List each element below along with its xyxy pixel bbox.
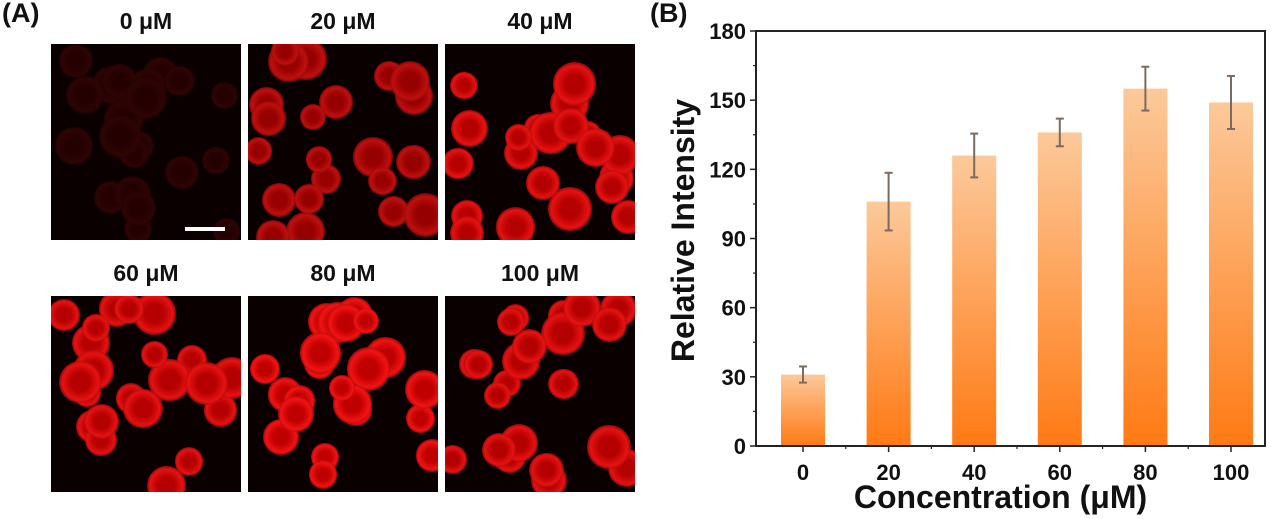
- x-tick-label: 80: [1133, 460, 1157, 485]
- cell: [389, 60, 431, 102]
- cell: [415, 439, 438, 472]
- cell: [481, 432, 516, 468]
- cell: [210, 81, 239, 109]
- cell: [165, 155, 199, 190]
- cell: [450, 71, 478, 100]
- microscopy-image: [248, 44, 438, 240]
- x-tick-label: 20: [876, 460, 900, 485]
- x-tick-label: 40: [962, 460, 986, 485]
- cell: [299, 103, 327, 131]
- y-tick-label: 0: [734, 434, 746, 459]
- cell: [58, 44, 93, 79]
- cell: [548, 187, 593, 232]
- cell: [113, 296, 144, 325]
- cell: [329, 374, 356, 401]
- cell: [495, 207, 536, 240]
- cell: [83, 404, 119, 439]
- x-tick-label: 100: [1213, 460, 1250, 485]
- cell: [353, 307, 380, 335]
- x-axis-label: Concentration (μM): [854, 479, 1147, 515]
- y-tick-label: 30: [722, 365, 746, 390]
- cell: [450, 216, 485, 240]
- cell: [451, 109, 489, 147]
- tile-label: 20 μM: [310, 8, 376, 34]
- bar-80: [1123, 88, 1168, 446]
- cell: [125, 77, 168, 120]
- cell: [123, 389, 163, 429]
- cell: [248, 137, 273, 165]
- bar-40: [952, 155, 997, 446]
- panel-a-label: (A): [2, 0, 40, 28]
- cell: [250, 101, 286, 137]
- cell: [464, 350, 493, 379]
- cell: [59, 360, 102, 403]
- y-axis-label: Relative Intensity: [665, 99, 701, 362]
- y-tick-label: 150: [709, 88, 746, 113]
- cell: [511, 329, 547, 364]
- cell: [98, 114, 142, 158]
- cell: [184, 361, 228, 405]
- cell: [529, 453, 564, 488]
- cell: [202, 146, 230, 175]
- tile-label: 60 μM: [113, 260, 179, 286]
- tile-label: 80 μM: [310, 260, 376, 286]
- cell: [306, 146, 333, 173]
- y-tick-label: 180: [709, 19, 746, 44]
- bar-0: [781, 374, 825, 446]
- microscopy-image: [445, 44, 635, 240]
- cell: [445, 445, 468, 475]
- microscopy-image: [248, 296, 438, 492]
- x-tick-label: 60: [1048, 460, 1072, 485]
- y-tick-label: 120: [709, 157, 746, 182]
- cell: [261, 182, 297, 218]
- cell: [308, 460, 338, 489]
- cell: [403, 193, 438, 237]
- tile-label: 40 μM: [507, 8, 573, 34]
- bar-100: [1209, 102, 1253, 446]
- plot-frame: [755, 30, 1266, 447]
- cell: [270, 44, 299, 66]
- cell: [396, 144, 431, 179]
- cell: [595, 169, 630, 204]
- microscopy-image: [445, 296, 635, 492]
- x-tick-label: 0: [797, 460, 809, 485]
- tile-label: 0 μM: [119, 8, 173, 34]
- y-tick-label: 90: [722, 227, 746, 252]
- cell: [552, 61, 597, 106]
- microscopy-image: [51, 44, 241, 240]
- panel-b-label: (B): [650, 0, 688, 28]
- cell: [592, 307, 627, 342]
- cell: [82, 314, 110, 342]
- tile-label: 100 μM: [501, 260, 579, 286]
- cell: [121, 191, 157, 227]
- cell: [66, 76, 104, 114]
- cell: [586, 424, 631, 469]
- bar-60: [1037, 132, 1082, 446]
- cell: [164, 65, 195, 97]
- cell: [51, 299, 80, 332]
- bar-20: [866, 201, 911, 446]
- scale-bar: [185, 227, 225, 231]
- cell: [548, 368, 579, 400]
- cell: [55, 127, 94, 166]
- cell: [213, 217, 241, 240]
- cell: [368, 166, 397, 196]
- cell: [140, 341, 168, 368]
- cell: [445, 147, 474, 180]
- cell: [484, 381, 512, 409]
- microscopy-image: [51, 296, 241, 492]
- y-tick-label: 60: [722, 296, 746, 321]
- cell: [575, 127, 616, 168]
- cell: [277, 396, 314, 433]
- cell: [293, 183, 324, 214]
- cell: [404, 369, 438, 410]
- cell: [504, 124, 532, 152]
- cell: [286, 212, 326, 240]
- cell: [255, 219, 290, 240]
